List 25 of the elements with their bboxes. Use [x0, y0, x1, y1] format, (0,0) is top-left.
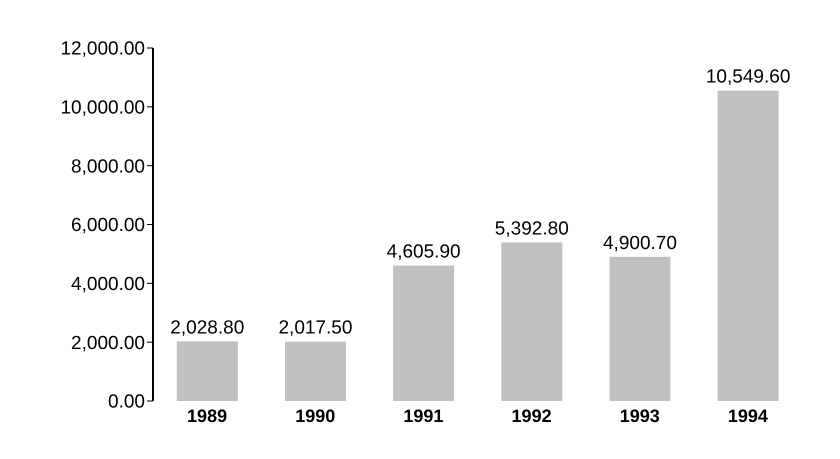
data-label: 5,392.80	[494, 218, 569, 240]
y-tick-label: 10,000.00	[60, 98, 145, 119]
x-tick-label: 1993	[620, 406, 660, 426]
data-label: 4,900.70	[602, 232, 677, 254]
y-tick-label: 4,000.00	[71, 274, 145, 296]
bar	[284, 342, 346, 401]
y-tick-label: 6,000.00	[71, 215, 145, 236]
y-tick-label: 8,000.00	[71, 156, 145, 178]
data-label: 4,605.90	[386, 242, 461, 263]
x-tick-label: 1989	[187, 406, 228, 426]
x-tick-label: 1991	[403, 406, 444, 426]
bar	[609, 256, 670, 401]
data-label: 10,549.60	[706, 66, 790, 88]
x-tick-label: 1994	[728, 406, 768, 426]
bar	[176, 341, 238, 401]
data-label: 2,017.50	[278, 318, 352, 339]
data-label: 2,028.80	[170, 317, 244, 338]
bar	[501, 242, 562, 401]
y-tick-label: 0.00	[108, 392, 145, 413]
y-tick-label: 2,000.00	[71, 332, 145, 354]
x-tick-label: 1992	[512, 406, 552, 426]
bar	[718, 90, 779, 401]
bar	[393, 266, 454, 401]
y-tick-label: 12,000.00	[60, 38, 145, 60]
x-tick-label: 1990	[295, 406, 336, 426]
